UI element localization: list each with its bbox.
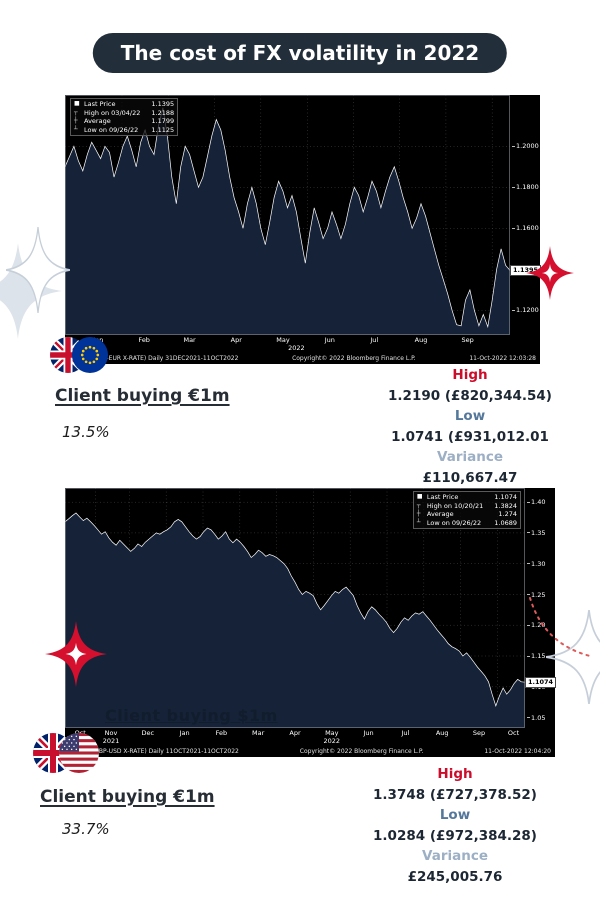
chart-footer-timestamp: 11-Oct-2022 12:04:20 — [484, 747, 551, 755]
gbp-usd-chart: ■ Last Price 1.1074 ┬ High on 10/20/21 1.3824… — [65, 488, 557, 757]
us-flag-icon — [59, 733, 99, 773]
x-tick-label: May — [325, 729, 339, 737]
legend-marker-icon: ┴ — [416, 518, 421, 526]
y-tick-label: 1.1200 — [512, 306, 539, 314]
x-tick-label: Jul — [401, 729, 410, 737]
gbp-eur-y-axis: 1.2000 1.1800 1.1600 1.1200 1.1395 — [510, 95, 542, 335]
gbp-usd-x-axis: OctNovDecJanFebMarAprMayJunJulAugSepOct2… — [65, 728, 555, 745]
gbp-eur-legend: ■ Last Price 1.1395 ┬ High on 03/04/22 1.2188… — [70, 98, 179, 136]
gbp-eur-plot-area: ■ Last Price 1.1395 ┬ High on 03/04/22 1.2188… — [65, 95, 510, 335]
legend-marker-icon: ■ — [74, 100, 80, 107]
y-tick-label: 1.40 — [527, 498, 545, 506]
variance-label: Variance — [422, 848, 488, 864]
x-tick-label: Sep — [472, 729, 486, 737]
legend-row: ┴ Low on 09/26/22 1.0689 — [416, 518, 517, 527]
client-buying-label-usd: Client buying €1m — [40, 787, 215, 807]
sparkle-icon — [6, 227, 70, 313]
variance-value: £110,667.47 — [422, 469, 518, 486]
legend-row: ┴ Low on 09/26/22 1.1125 — [74, 125, 175, 134]
x-tick-label: May — [276, 336, 290, 344]
chart-footer-copyright: Copyright© 2022 Bloomberg Finance L.P. — [299, 747, 424, 755]
gbp-eur-chart-footer: Curncy (GBP-EUR X-RATE) Daily 31DEC2021-… — [65, 352, 540, 364]
y-tick-label: 1.20 — [527, 621, 545, 629]
legend-row: ■ Last Price 1.1395 — [74, 100, 175, 108]
client-buying-watermark: Client buying $1m — [105, 706, 278, 725]
low-label: Low — [454, 408, 486, 424]
x-tick-label: Feb — [215, 729, 228, 737]
gbp-eur-flags — [50, 337, 108, 373]
x-tick-label: Jun — [363, 729, 374, 737]
page-title: The cost of FX volatility in 2022 — [92, 33, 508, 73]
legend-row: ┼ Average 1.1799 — [74, 117, 175, 125]
legend-row: ┬ High on 10/20/21 1.3824 — [416, 501, 517, 510]
x-tick-label: Jul — [370, 336, 379, 344]
gbp-usd-plot-area: ■ Last Price 1.1074 ┬ High on 10/20/21 1.3824… — [65, 488, 525, 728]
x-tick-label: Aug — [414, 336, 428, 344]
x-tick-label: Aug — [435, 729, 449, 737]
chart-footer-timestamp: 11-Oct-2022 12:03:28 — [469, 354, 536, 362]
low-label: Low — [439, 807, 471, 823]
x-tick-label: Feb — [138, 336, 150, 344]
gbp-usd-flags — [33, 733, 99, 773]
y-tick-label: 1.15 — [527, 652, 545, 660]
legend-row: ┬ High on 03/04/22 1.2188 — [74, 108, 175, 117]
high-label: High — [437, 766, 473, 782]
eur-stats-block: High 1.2190 (£820,344.54) Low 1.0741 (£9… — [345, 365, 595, 488]
legend-row: ┼ Average 1.274 — [416, 510, 517, 518]
legend-marker-icon: ┼ — [416, 510, 421, 517]
chart-footer-copyright: Copyright© 2022 Bloomberg Finance L.P. — [292, 354, 416, 362]
chart-footer-source: Curncy (GBP-USD X-RATE) Daily 11OCT2021-… — [69, 747, 239, 755]
x-tick-label: Apr — [230, 336, 242, 344]
high-value: 1.3748 (£727,378.52) — [373, 786, 537, 803]
page-title-text: The cost of FX volatility in 2022 — [120, 41, 480, 65]
y-tick-label: 1.1600 — [512, 224, 539, 232]
x-tick-label: Oct — [507, 729, 520, 737]
gbp-eur-x-axis: JanFebMarAprMayJunJulAugSep2022 — [65, 335, 540, 352]
usd-stats-block: High 1.3748 (£727,378.52) Low 1.0284 (£9… — [330, 764, 580, 887]
gbp-usd-legend: ■ Last Price 1.1074 ┬ High on 10/20/21 1.3824… — [412, 491, 521, 529]
high-label: High — [452, 367, 488, 383]
legend-marker-icon: ┬ — [74, 108, 78, 116]
x-tick-label: Jan — [179, 729, 190, 737]
legend-marker-icon: ┬ — [416, 501, 421, 509]
legend-marker-icon: ┼ — [74, 117, 78, 124]
y-tick-label: 1.30 — [527, 560, 545, 568]
variance-value: £245,005.76 — [407, 868, 503, 885]
eu-flag-icon — [72, 337, 108, 373]
legend-row: ■ Last Price 1.1074 — [416, 493, 517, 501]
variance-label: Variance — [437, 449, 503, 465]
chart-footer-source: Curncy (GBP-EUR X-RATE) Daily 31DEC2021-… — [69, 354, 239, 362]
volatility-percent-eur: 13.5% — [62, 423, 110, 441]
y-tick-label: 1.05 — [527, 714, 545, 722]
year-label: 2021 — [102, 736, 120, 745]
legend-marker-icon: ■ — [416, 493, 423, 500]
client-buying-label-eur: Client buying €1m — [55, 386, 230, 406]
y-tick-label: 1.35 — [527, 529, 545, 537]
x-tick-label: Jun — [324, 336, 335, 344]
y-tick-label: 1.1800 — [512, 183, 539, 191]
area-chart-svg — [65, 95, 510, 335]
x-tick-label: Apr — [289, 729, 301, 737]
y-tick-label: 1.25 — [527, 591, 545, 599]
gbp-eur-chart: ■ Last Price 1.1395 ┬ High on 03/04/22 1.2188… — [65, 95, 542, 364]
low-value: 1.0284 (£972,384.28) — [373, 827, 537, 844]
year-label: 2022 — [323, 736, 341, 745]
area-chart-svg — [65, 488, 525, 728]
sparkle-icon — [0, 243, 62, 339]
x-tick-label: Nov — [104, 729, 118, 737]
gbp-usd-chart-footer: Curncy (GBP-USD X-RATE) Daily 11OCT2021-… — [65, 745, 555, 757]
y-tick-label: 1.2000 — [512, 142, 539, 150]
volatility-percent-usd: 33.7% — [62, 820, 110, 838]
last-price-label: 1.1395 — [510, 265, 542, 277]
legend-marker-icon: ┴ — [74, 125, 78, 133]
low-value: 1.0741 (£931,012.01 — [391, 428, 549, 445]
year-label: 2022 — [288, 343, 305, 352]
gbp-usd-y-axis: 1.401.351.301.251.201.151.101.051.1074 — [525, 488, 557, 728]
x-tick-label: Mar — [252, 729, 265, 737]
last-price-label: 1.1074 — [525, 677, 557, 689]
high-value: 1.2190 (£820,344.54) — [388, 387, 552, 404]
x-tick-label: Mar — [183, 336, 196, 344]
x-tick-label: Dec — [141, 729, 155, 737]
x-tick-label: Sep — [461, 336, 474, 344]
